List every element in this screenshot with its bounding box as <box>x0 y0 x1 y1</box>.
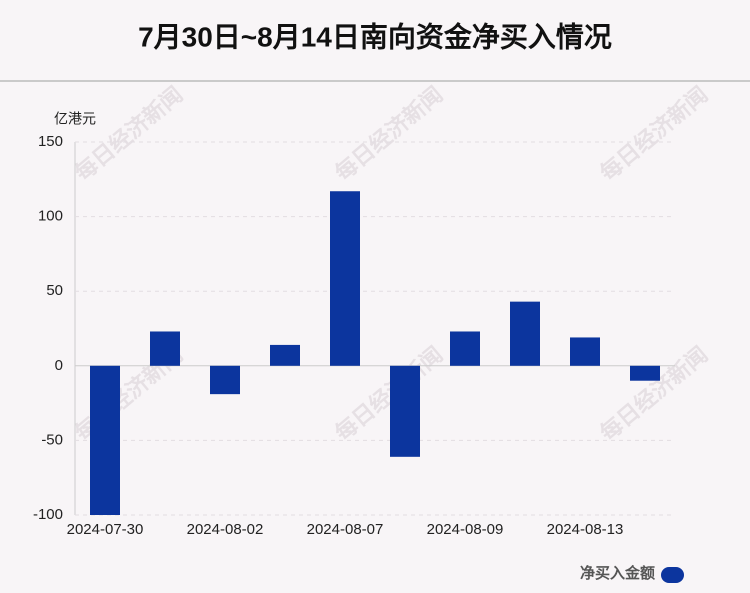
bar <box>450 331 480 366</box>
y-axis-label: 亿港元 <box>54 111 96 127</box>
x-tick-label: 2024-08-02 <box>187 521 264 538</box>
y-tick-label: 0 <box>55 357 63 374</box>
bar <box>390 365 420 457</box>
y-tick-label: -100 <box>33 506 63 523</box>
bar <box>630 365 660 381</box>
y-tick-label: 50 <box>46 282 63 299</box>
bar <box>270 344 300 366</box>
legend-swatch <box>661 567 684 583</box>
bar <box>150 331 180 366</box>
bar <box>330 191 360 366</box>
bar <box>210 365 240 395</box>
bar <box>570 337 600 366</box>
chart-title: 7月30日~8月14日南向资金净买入情况 <box>138 20 612 52</box>
legend-label: 净买入金额 <box>580 564 655 582</box>
x-tick-label: 2024-08-07 <box>307 521 384 538</box>
y-tick-label: 150 <box>38 133 63 150</box>
x-tick-label: 2024-08-13 <box>547 521 624 538</box>
x-tick-label: 2024-08-09 <box>427 521 504 538</box>
y-tick-label: -50 <box>41 431 63 448</box>
x-tick-label: 2024-07-30 <box>67 521 144 538</box>
bar <box>90 365 120 515</box>
bar <box>510 301 540 366</box>
y-tick-label: 100 <box>38 208 63 225</box>
